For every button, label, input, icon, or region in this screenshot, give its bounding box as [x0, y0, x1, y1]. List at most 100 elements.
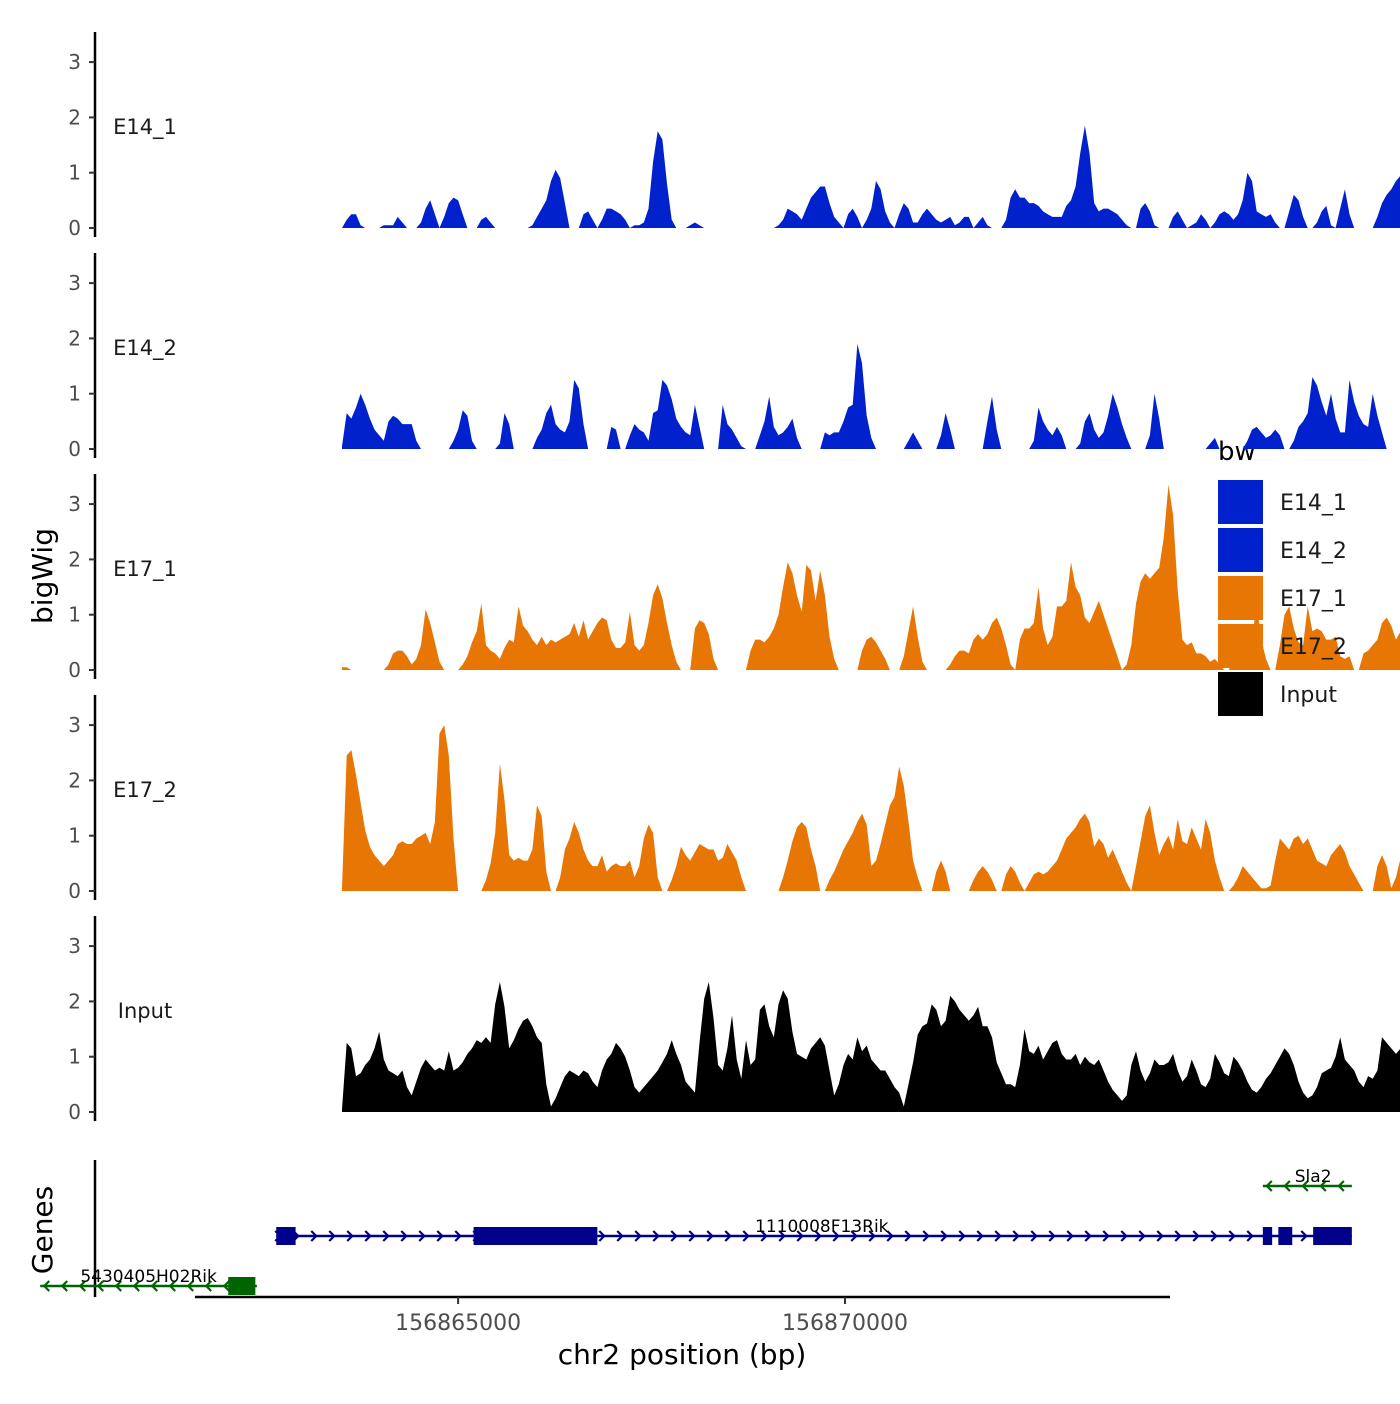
- y-tick-label: 2: [68, 547, 81, 571]
- x-axis: 156865000 156870000: [195, 1295, 1170, 1336]
- strand-arrow: [904, 1230, 912, 1242]
- y-tick-label: 2: [68, 989, 81, 1013]
- strand-arrow: [1301, 1180, 1309, 1192]
- legend-swatch-E17_2: [1218, 624, 1263, 668]
- strand-arrow: [778, 1230, 786, 1242]
- exon: [276, 1227, 296, 1245]
- y-tick-label: 3: [68, 934, 81, 958]
- track-label: E14_1: [113, 115, 177, 140]
- gene-Sla2: Sla2: [1262, 1167, 1352, 1192]
- strand-arrow: [114, 1280, 123, 1292]
- y-tick-label: 0: [68, 437, 81, 461]
- strand-arrow: [400, 1230, 408, 1242]
- y-tick-label: 2: [68, 768, 81, 792]
- strand-arrow: [454, 1230, 462, 1242]
- y-tick-label: 1: [68, 161, 81, 185]
- strand-arrow: [204, 1280, 213, 1292]
- coverage-area-E14_1: [342, 125, 1400, 228]
- exon: [228, 1277, 256, 1295]
- genes-layer: Sla2 1110008F13Rik 5430405H02Rik: [40, 1160, 1352, 1297]
- strand-arrow: [42, 1280, 51, 1292]
- y-tick-label: 3: [68, 50, 81, 74]
- strand-arrow: [60, 1280, 69, 1292]
- track-E17_1: 0 1 2 3 E17_1: [68, 474, 1400, 682]
- strand-arrow: [886, 1230, 894, 1242]
- strand-arrow: [310, 1230, 318, 1242]
- gene-1110008F13Rik: 1110008F13Rik: [274, 1217, 1352, 1245]
- strand-arrow: [364, 1230, 372, 1242]
- track-label: E17_1: [113, 557, 177, 582]
- strand-arrow: [670, 1230, 678, 1242]
- coverage-area-E17_2: [342, 725, 1400, 891]
- legend-swatch-Input: [1218, 672, 1263, 716]
- x-axis-title: chr2 position (bp): [558, 1338, 807, 1371]
- strand-arrow: [1246, 1230, 1254, 1242]
- y-tick-label: 1: [68, 824, 81, 848]
- strand-arrow: [1174, 1230, 1182, 1242]
- track-E17_2: 0 1 2 3 E17_2: [68, 695, 1400, 903]
- strand-arrow: [1228, 1230, 1236, 1242]
- strand-arrow: [652, 1230, 660, 1242]
- strand-arrow: [868, 1230, 876, 1242]
- strand-arrow: [1210, 1230, 1218, 1242]
- y-axis-title: bigWig: [26, 528, 59, 624]
- strand-arrow: [634, 1230, 642, 1242]
- coverage-area-E17_1: [342, 484, 1400, 670]
- x-tick-label: 156865000: [395, 1311, 521, 1336]
- strand-arrow: [814, 1230, 822, 1242]
- gene-label: 5430405H02Rik: [80, 1267, 217, 1287]
- track-E14_2: 0 1 2 3 E14_2: [68, 253, 1400, 461]
- x-tick-label: 156870000: [782, 1311, 908, 1336]
- strand-arrow: [1030, 1230, 1038, 1242]
- strand-arrow: [1283, 1180, 1291, 1192]
- y-tick-label: 3: [68, 492, 81, 516]
- track-label: Input: [118, 999, 172, 1023]
- strand-arrow: [96, 1280, 105, 1292]
- exon: [1278, 1227, 1293, 1245]
- strand-arrow: [760, 1230, 768, 1242]
- track-label: E17_2: [113, 778, 177, 803]
- legend-label: Input: [1280, 683, 1337, 708]
- strand-arrow: [1084, 1230, 1092, 1242]
- strand-arrow: [150, 1280, 159, 1292]
- strand-arrow: [1066, 1230, 1074, 1242]
- legend-swatch-E17_1: [1218, 576, 1263, 620]
- y-tick-label: 3: [68, 713, 81, 737]
- y-tick-label: 0: [68, 216, 81, 240]
- strand-arrow: [994, 1230, 1002, 1242]
- strand-arrow: [1337, 1180, 1345, 1192]
- tracks-layer: 0 1 2 3 E14_1 0 1 2 3 E14_2 0 1 2 3 E17_1 0 1 2 3 E17_2 0 1 2 3…: [68, 32, 1400, 1124]
- strand-arrow: [598, 1230, 606, 1242]
- exon: [1262, 1227, 1273, 1245]
- strand-arrow: [1192, 1230, 1200, 1242]
- strand-arrow: [346, 1230, 354, 1242]
- exon: [1313, 1227, 1352, 1245]
- strand-arrow: [1319, 1180, 1327, 1192]
- legend-label: E17_1: [1280, 587, 1347, 612]
- strand-arrow: [1012, 1230, 1020, 1242]
- strand-arrow: [1102, 1230, 1110, 1242]
- track-label: E14_2: [113, 336, 177, 361]
- strand-arrow: [1048, 1230, 1056, 1242]
- legend-swatch-E14_2: [1218, 528, 1263, 572]
- gene-5430405H02Rik: 5430405H02Rik: [40, 1267, 257, 1295]
- y-tick-label: 1: [68, 603, 81, 627]
- strand-arrow: [222, 1280, 231, 1292]
- strand-arrow: [976, 1230, 984, 1242]
- y-tick-label: 0: [68, 879, 81, 903]
- strand-arrow: [186, 1280, 195, 1292]
- coverage-area-Input: [342, 982, 1400, 1112]
- legend: E14_1 E14_2 E17_1 E17_2 Input: [1218, 480, 1347, 716]
- strand-arrow: [922, 1230, 930, 1242]
- legend-swatch-E14_1: [1218, 480, 1263, 524]
- strand-arrow: [382, 1230, 390, 1242]
- y-tick-label: 2: [68, 105, 81, 129]
- y-tick-label: 0: [68, 658, 81, 682]
- legend-label: E17_2: [1280, 635, 1347, 660]
- strand-arrow: [796, 1230, 804, 1242]
- strand-arrow: [1300, 1230, 1308, 1242]
- strand-arrow: [168, 1280, 177, 1292]
- strand-arrow: [940, 1230, 948, 1242]
